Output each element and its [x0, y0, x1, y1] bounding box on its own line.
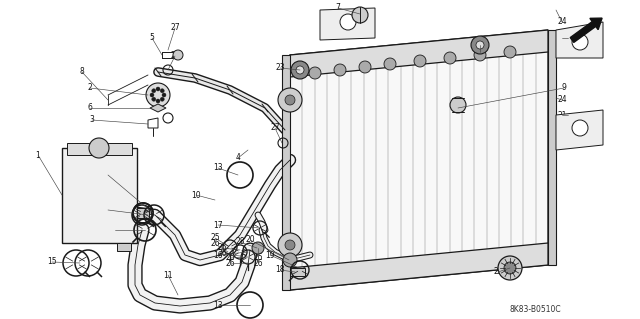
Text: 27: 27: [170, 24, 180, 33]
Text: 13: 13: [213, 300, 223, 309]
Text: 27: 27: [170, 51, 180, 61]
Text: 7: 7: [335, 4, 340, 12]
Polygon shape: [282, 55, 290, 290]
Text: 25: 25: [217, 243, 227, 253]
Text: 27: 27: [270, 123, 280, 132]
Circle shape: [162, 93, 166, 97]
Text: 24: 24: [557, 18, 567, 26]
Text: 23: 23: [275, 63, 285, 72]
Circle shape: [504, 46, 516, 58]
Circle shape: [291, 61, 309, 79]
Circle shape: [450, 97, 466, 113]
Bar: [137, 208, 149, 218]
Text: 18: 18: [275, 265, 285, 275]
Circle shape: [285, 95, 295, 105]
Circle shape: [146, 83, 170, 107]
Circle shape: [334, 64, 346, 76]
Text: 5: 5: [150, 33, 154, 42]
Text: 26: 26: [253, 258, 263, 268]
Text: 28: 28: [236, 238, 244, 247]
Bar: [62, 148, 137, 243]
Text: 21: 21: [557, 110, 567, 120]
Bar: [290, 268, 305, 276]
Circle shape: [160, 97, 164, 101]
Circle shape: [89, 138, 109, 158]
Circle shape: [160, 89, 164, 93]
Text: 1: 1: [36, 151, 40, 160]
Text: 25: 25: [253, 254, 263, 263]
Circle shape: [283, 253, 297, 267]
Circle shape: [150, 93, 154, 97]
Circle shape: [278, 233, 302, 257]
Circle shape: [156, 99, 160, 103]
FancyArrow shape: [570, 18, 602, 42]
Circle shape: [504, 262, 516, 274]
Bar: [67, 143, 132, 155]
Text: 23: 23: [475, 48, 485, 56]
Polygon shape: [290, 30, 548, 77]
Text: 26: 26: [210, 240, 220, 249]
Circle shape: [252, 242, 264, 254]
Circle shape: [474, 49, 486, 61]
Circle shape: [152, 97, 156, 101]
Text: 26: 26: [217, 249, 227, 258]
Text: 21: 21: [557, 33, 567, 42]
Text: 10: 10: [191, 190, 201, 199]
Text: 3: 3: [90, 115, 95, 124]
Circle shape: [414, 55, 426, 67]
Circle shape: [572, 120, 588, 136]
Circle shape: [471, 36, 489, 54]
Text: 2: 2: [88, 84, 92, 93]
Circle shape: [359, 61, 371, 73]
Polygon shape: [556, 110, 603, 150]
Circle shape: [476, 41, 484, 49]
Circle shape: [444, 52, 456, 64]
Circle shape: [352, 7, 368, 23]
Text: 20: 20: [245, 235, 255, 244]
Polygon shape: [150, 104, 166, 112]
Circle shape: [296, 66, 304, 74]
Text: 17: 17: [213, 220, 223, 229]
Circle shape: [173, 50, 183, 60]
Circle shape: [572, 34, 588, 50]
Text: 4: 4: [236, 153, 241, 162]
Text: 12: 12: [103, 170, 113, 180]
Text: 16: 16: [213, 250, 223, 259]
Circle shape: [152, 89, 156, 93]
Polygon shape: [320, 8, 375, 40]
Text: 8K83-B0510C: 8K83-B0510C: [510, 306, 562, 315]
Text: 15: 15: [47, 257, 57, 266]
Text: 22: 22: [493, 268, 503, 277]
Text: 6: 6: [88, 103, 92, 113]
Text: 26: 26: [225, 259, 235, 269]
Bar: [117, 243, 131, 251]
Polygon shape: [290, 243, 548, 290]
Circle shape: [285, 240, 295, 250]
Text: 8: 8: [79, 68, 84, 77]
Text: 13: 13: [213, 164, 223, 173]
Text: 14: 14: [103, 205, 113, 214]
Text: FR.: FR.: [562, 45, 581, 55]
Text: 9: 9: [561, 84, 566, 93]
Text: 19: 19: [265, 250, 275, 259]
Circle shape: [278, 88, 302, 112]
Text: 11: 11: [163, 271, 173, 279]
Circle shape: [309, 67, 321, 79]
Text: 25: 25: [225, 254, 235, 263]
Circle shape: [340, 14, 356, 30]
Polygon shape: [548, 30, 556, 265]
Circle shape: [498, 256, 522, 280]
Polygon shape: [290, 30, 548, 290]
Polygon shape: [556, 22, 603, 58]
Text: 25: 25: [210, 234, 220, 242]
Circle shape: [384, 58, 396, 70]
Text: 24: 24: [557, 95, 567, 105]
Circle shape: [156, 87, 160, 91]
Text: 12: 12: [110, 226, 120, 234]
